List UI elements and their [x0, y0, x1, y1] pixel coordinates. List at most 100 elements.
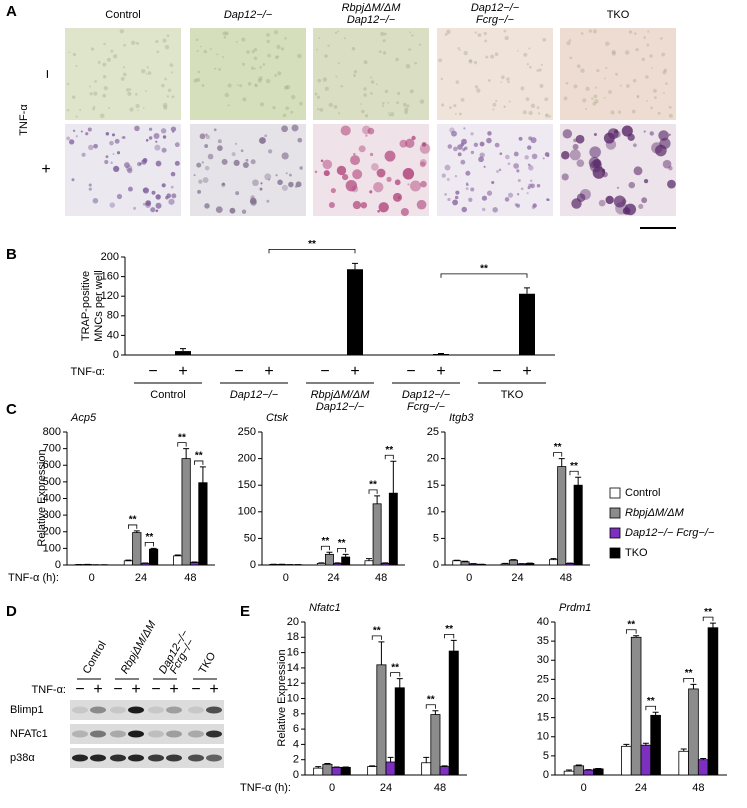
cell	[463, 127, 465, 129]
cell	[107, 58, 111, 62]
cell	[573, 144, 579, 150]
bar	[323, 764, 332, 775]
cell	[388, 112, 390, 114]
cell	[370, 76, 372, 78]
y-tick-label: 6	[293, 723, 299, 735]
cell	[371, 163, 379, 171]
x-tick-label: 48	[184, 572, 196, 584]
cell	[197, 50, 199, 52]
bar	[622, 746, 632, 775]
cell	[393, 193, 402, 202]
cell	[251, 159, 256, 164]
error-bar	[397, 679, 403, 688]
lane-label: −	[191, 681, 200, 698]
cell	[126, 88, 130, 92]
blot-band	[72, 731, 88, 738]
cell	[589, 29, 592, 32]
cell	[93, 144, 98, 149]
lane-label: −	[75, 681, 84, 698]
cell	[663, 92, 665, 94]
bar	[381, 563, 389, 565]
cell	[81, 130, 83, 132]
cell	[281, 125, 288, 132]
cell	[216, 206, 223, 213]
cell	[658, 112, 661, 115]
legend-label: Dap12−/− Fcrg−/−	[625, 527, 715, 539]
bar	[141, 563, 149, 565]
cell	[582, 98, 586, 102]
y-tick-label: 35	[537, 635, 549, 647]
cell	[419, 44, 421, 46]
bar	[199, 483, 207, 565]
cell	[251, 66, 254, 69]
cell	[564, 97, 568, 101]
cell	[441, 78, 443, 80]
cell	[341, 85, 343, 87]
cell	[406, 64, 411, 69]
cell	[408, 48, 411, 51]
bar	[386, 762, 395, 775]
cell	[563, 129, 572, 138]
cell	[388, 114, 390, 116]
cell	[146, 73, 148, 75]
bar	[373, 504, 381, 565]
cell	[569, 57, 572, 60]
cell	[635, 48, 638, 51]
cell	[632, 110, 636, 114]
bar	[566, 563, 574, 565]
blot-band	[72, 755, 88, 762]
bar	[574, 766, 584, 775]
cell	[129, 107, 133, 111]
micrograph	[313, 28, 429, 120]
cell	[517, 193, 519, 195]
error-bar	[390, 461, 396, 493]
column-label: Dap12−/−	[224, 9, 273, 21]
cell	[266, 200, 269, 203]
cell	[163, 103, 168, 108]
cell	[109, 141, 114, 146]
cell	[649, 54, 652, 57]
cell	[536, 69, 539, 72]
cell	[89, 184, 92, 187]
row-title: TNF-α:	[32, 684, 66, 696]
x-tick-label: −	[406, 363, 415, 380]
y-tick-label: 10	[537, 731, 549, 743]
cell	[633, 143, 637, 147]
bar	[549, 560, 557, 565]
cell	[504, 30, 507, 33]
group-label: Control	[150, 389, 185, 401]
y-tick-label: 40	[537, 616, 549, 628]
cell	[527, 63, 529, 65]
x-tick-label: 48	[434, 782, 446, 794]
micrograph	[437, 28, 553, 120]
bar	[175, 351, 191, 355]
blot-band	[110, 707, 126, 714]
cell	[457, 144, 463, 150]
cell	[620, 85, 622, 87]
cell	[669, 106, 672, 109]
error-bar	[653, 712, 659, 715]
cell	[218, 68, 221, 71]
cell	[352, 47, 356, 51]
row-title: TNF-α	[18, 104, 30, 136]
significance-label: **	[321, 536, 329, 547]
bar	[509, 560, 517, 565]
micrograph	[560, 124, 676, 216]
blot-band	[188, 707, 204, 714]
significance-label: **	[338, 538, 346, 549]
legend-swatch	[610, 508, 620, 518]
cell	[585, 108, 587, 110]
cell	[284, 37, 287, 40]
cell	[487, 191, 492, 196]
cell	[337, 166, 346, 175]
cell	[482, 196, 487, 201]
cell	[385, 90, 388, 93]
cell	[135, 93, 138, 96]
cell	[156, 194, 161, 199]
cell	[458, 152, 462, 156]
cell	[599, 200, 606, 207]
cell	[337, 31, 339, 33]
cell	[538, 112, 540, 114]
error-bar	[502, 563, 508, 564]
error-bar	[710, 623, 716, 628]
